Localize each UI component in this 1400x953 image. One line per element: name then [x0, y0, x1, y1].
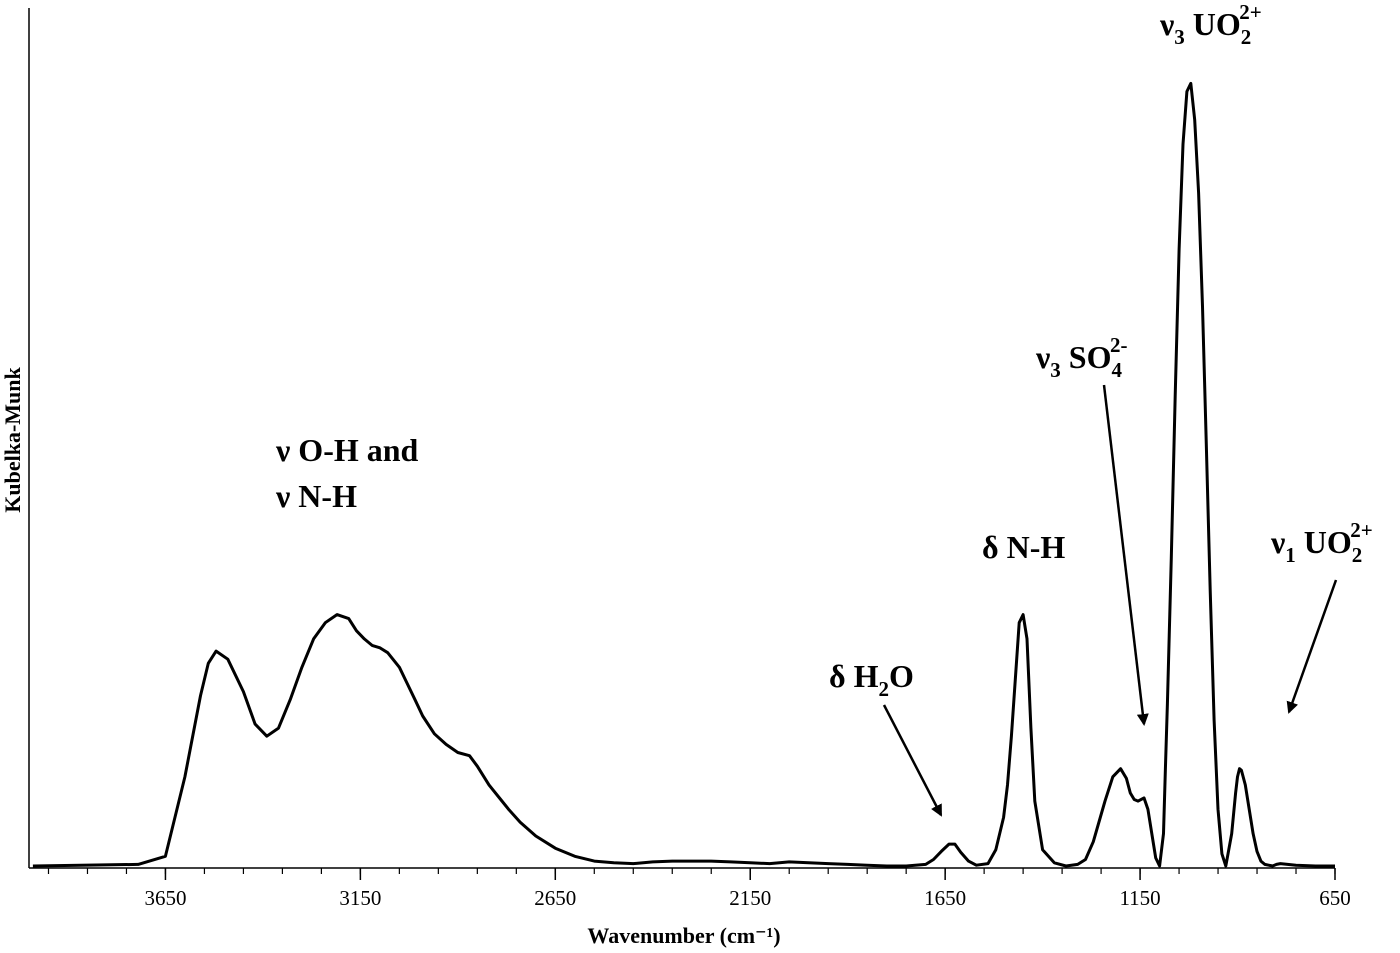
x-axis-title: Wavenumber (cm⁻¹) [587, 923, 780, 948]
x-tick-labels: 3650 3150 2650 2150 1650 1150 650 [144, 886, 1350, 910]
annotation-nh-bend: δ N-H [982, 529, 1065, 565]
arrow-h2o [882, 704, 943, 817]
x-tick-label: 1650 [924, 886, 966, 910]
arrow-uo2-v1 [1286, 579, 1338, 714]
arrow-so4 [1102, 384, 1149, 726]
annotation-uo2-v3: ν3 UO22+ [1159, 0, 1262, 49]
x-tick-label: 1150 [1119, 886, 1160, 910]
x-tick-label: 2650 [534, 886, 576, 910]
x-tick-label: 650 [1319, 886, 1351, 910]
x-minor-ticks [47, 868, 1336, 874]
annotation-so4: ν3 SO42- [1035, 333, 1127, 382]
axes [28, 8, 1335, 869]
y-axis-title: Kubelka-Munk [0, 366, 25, 512]
x-tick-label: 3150 [339, 886, 381, 910]
x-tick-label: 3650 [144, 886, 186, 910]
annotation-uo2-v1: ν1 UO22+ [1270, 518, 1373, 567]
x-major-ticks [164, 868, 1336, 880]
annotation-oh-nh-line1: ν O-H and [275, 432, 419, 468]
spectrum-line [32, 81, 1335, 868]
annotation-oh-nh-line2: ν N-H [275, 478, 357, 514]
x-tick-label: 2150 [729, 886, 771, 910]
annotation-h2o: δ H2O [829, 658, 914, 701]
